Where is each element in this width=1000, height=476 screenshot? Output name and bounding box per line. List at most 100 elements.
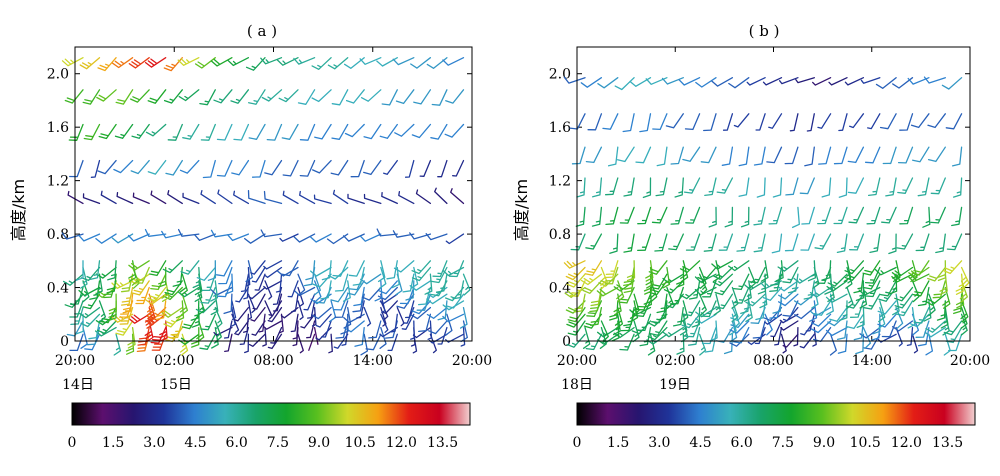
wind-barb bbox=[193, 233, 216, 241]
wind-barb bbox=[655, 177, 668, 197]
wind-barb bbox=[616, 146, 635, 163]
wind-barb bbox=[244, 333, 250, 354]
wind-barb bbox=[234, 320, 250, 336]
wind-barb bbox=[927, 266, 946, 282]
wind-barb bbox=[227, 233, 250, 242]
wind-barb bbox=[223, 320, 233, 339]
wind-barb bbox=[846, 313, 865, 330]
wind-barb bbox=[432, 260, 448, 278]
colorbar-tick-label: 1.5 bbox=[607, 435, 629, 451]
wind-barb bbox=[434, 187, 448, 205]
wind-barb bbox=[245, 266, 251, 287]
wind-barb bbox=[801, 206, 815, 225]
wind-barb bbox=[812, 77, 832, 86]
wind-barb bbox=[248, 333, 266, 347]
wind-barb bbox=[111, 57, 134, 69]
x-tick-label: 08:00 bbox=[253, 353, 293, 369]
colorbar-tick-label: 4.5 bbox=[184, 435, 206, 451]
wind-barb bbox=[764, 313, 773, 336]
wind-barb bbox=[645, 260, 654, 282]
wind-barb bbox=[712, 273, 734, 287]
wind-barb bbox=[753, 233, 766, 253]
panel-a-x-axis: 20:00 02:00 08:00 14:00 20:00 bbox=[55, 47, 492, 369]
colorbar-a-gradient bbox=[71, 402, 471, 426]
wind-barb bbox=[352, 266, 365, 286]
wind-barb bbox=[924, 326, 946, 338]
wind-barb bbox=[218, 266, 233, 285]
wind-barb bbox=[892, 260, 901, 283]
wind-barb bbox=[350, 159, 365, 178]
wind-barb bbox=[210, 293, 219, 316]
wind-barb bbox=[827, 273, 848, 287]
wind-barb bbox=[172, 266, 183, 287]
wind-barb bbox=[760, 260, 769, 282]
wind-barb bbox=[566, 273, 586, 288]
wind-barb bbox=[292, 320, 299, 340]
wind-barb bbox=[297, 286, 305, 307]
wind-barb bbox=[656, 293, 668, 314]
wind-barb bbox=[733, 273, 750, 291]
wind-barb bbox=[787, 273, 799, 294]
wind-barb bbox=[906, 326, 914, 347]
wind-barb bbox=[411, 300, 432, 315]
wind-barb bbox=[306, 320, 316, 339]
colorbar-b-gradient bbox=[576, 402, 976, 426]
wind-barb bbox=[107, 260, 117, 281]
wind-barb bbox=[587, 113, 603, 131]
colorbar-b: 0 1.5 3.0 4.5 6.0 7.5 9.0 10.5 12.0 13.5 bbox=[573, 402, 976, 451]
wind-barb bbox=[745, 293, 766, 307]
wind-barb bbox=[282, 190, 299, 205]
wind-barb bbox=[712, 260, 721, 283]
panel-b-date-label: 18日 bbox=[561, 377, 593, 393]
colorbar-tick-label: 13.5 bbox=[932, 435, 963, 451]
wind-barb bbox=[410, 306, 432, 320]
colorbar-tick-label: 7.5 bbox=[772, 435, 794, 451]
wind-barb bbox=[937, 260, 947, 282]
wind-barb bbox=[629, 77, 652, 87]
wind-barb bbox=[718, 233, 734, 251]
y-tick-label: 2.0 bbox=[549, 67, 571, 83]
wind-barb bbox=[912, 146, 930, 163]
wind-barb bbox=[943, 333, 951, 356]
x-tick-label: 20:00 bbox=[452, 353, 492, 369]
wind-barb bbox=[662, 326, 684, 338]
wind-barb bbox=[780, 333, 787, 354]
wind-barb bbox=[169, 320, 183, 339]
wind-barb bbox=[768, 206, 783, 225]
wind-barb bbox=[342, 280, 351, 302]
wind-barb bbox=[733, 286, 750, 304]
wind-barb bbox=[196, 266, 216, 281]
wind-barb bbox=[250, 260, 266, 275]
y-tick-label: 0.8 bbox=[549, 227, 571, 243]
wind-barb bbox=[665, 113, 684, 129]
wind-barb bbox=[846, 286, 854, 309]
wind-barb bbox=[856, 306, 865, 329]
wind-barb bbox=[708, 206, 717, 228]
panel-b-title: ( b ) bbox=[749, 22, 780, 40]
wind-barb bbox=[729, 313, 737, 336]
wind-barb bbox=[182, 123, 200, 140]
wind-barb bbox=[714, 280, 734, 296]
wind-barb bbox=[134, 266, 150, 284]
colorbar-b-ticks: 0 1.5 3.0 4.5 6.0 7.5 9.0 10.5 12.0 13.5 bbox=[573, 435, 964, 451]
wind-barb bbox=[704, 333, 717, 353]
wind-barb bbox=[159, 320, 168, 342]
wind-barb bbox=[266, 123, 283, 141]
y-tick-label: 0.8 bbox=[47, 227, 69, 243]
wind-barb bbox=[360, 333, 369, 356]
wind-barb bbox=[670, 146, 684, 165]
wind-barb bbox=[785, 177, 799, 196]
wind-barb bbox=[604, 266, 619, 285]
wind-barb bbox=[149, 260, 167, 277]
wind-barb bbox=[196, 320, 205, 343]
wind-barb bbox=[836, 233, 848, 254]
x-tick-label: 20:00 bbox=[557, 353, 597, 369]
wind-barb bbox=[258, 313, 266, 333]
wind-barb bbox=[855, 280, 865, 302]
wind-barb bbox=[297, 300, 304, 320]
wind-barb bbox=[108, 293, 117, 315]
wind-barb bbox=[576, 177, 586, 198]
wind-barb bbox=[376, 228, 398, 237]
wind-barb bbox=[679, 260, 701, 273]
wind-barb bbox=[811, 313, 832, 327]
